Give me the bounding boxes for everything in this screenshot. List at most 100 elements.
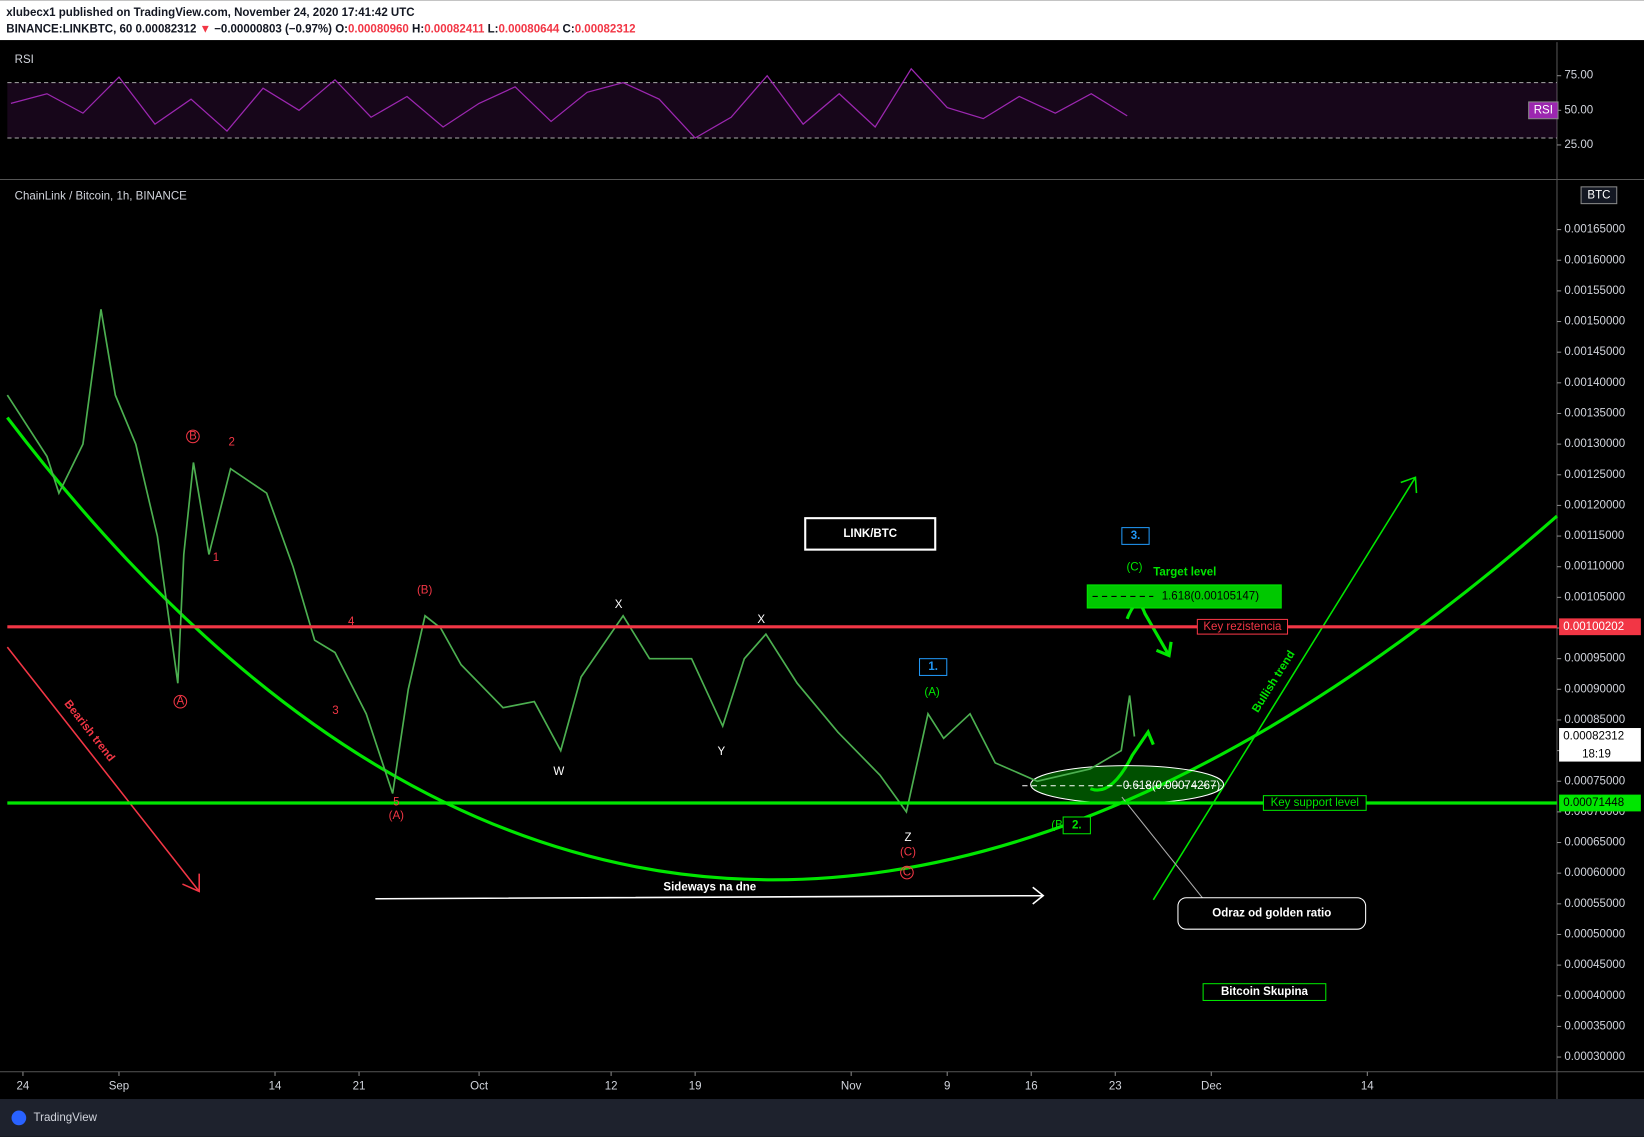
title-box	[804, 517, 937, 551]
quote-part: 0.00080644	[498, 24, 562, 36]
annotation: (C)	[900, 847, 916, 859]
annotation: X	[615, 599, 623, 611]
header-bar	[0, 0, 1644, 41]
level-price: 0.00071448	[1563, 797, 1624, 809]
annotation: LINK/BTC	[843, 528, 897, 540]
annotation: Bitcoin Skupina	[1221, 986, 1309, 998]
pane-title: ChainLink / Bitcoin, 1h, BINANCE	[15, 190, 187, 202]
callout-box	[1177, 897, 1367, 930]
y-tick-label: 0.00055000	[1564, 898, 1625, 910]
fib-label: 0.618(0.00074267)	[1123, 780, 1220, 792]
x-tick-label: Sep	[109, 1080, 129, 1092]
y-tick-label: 0.00130000	[1564, 438, 1625, 450]
annotation: Odraz od golden ratio	[1212, 907, 1331, 919]
y-tick-label: 0.00065000	[1564, 837, 1625, 849]
quote-part: −0.00000803 (−0.97%)	[214, 24, 335, 36]
circled-label	[186, 429, 200, 444]
label-box	[918, 658, 948, 676]
y-tick-label: 0.00035000	[1564, 1020, 1625, 1032]
annotation: (C)	[1126, 561, 1142, 573]
level-label-box	[1262, 795, 1367, 811]
quote-part: 0.00082312	[136, 24, 200, 36]
annotation: 5	[393, 796, 399, 808]
quote-part: L:	[488, 24, 499, 36]
y-tick-label: 0.00075000	[1564, 775, 1625, 787]
y-tick-label: 0.00090000	[1564, 683, 1625, 695]
price-line	[10, 67, 1128, 139]
quote-part: H:	[412, 24, 424, 36]
last-price: 0.00082312	[1563, 730, 1624, 742]
x-tick-label: 12	[605, 1080, 618, 1092]
last-price-badge	[1559, 728, 1641, 762]
annotation: Y	[718, 746, 726, 758]
quote-part: 0.00082312	[575, 24, 636, 36]
x-tick-label: 24	[17, 1080, 30, 1092]
x-tick-label: 9	[944, 1080, 950, 1092]
bearish-arrow	[6, 646, 200, 893]
x-tick-label: Nov	[841, 1080, 862, 1092]
y-tick-label: 75.00	[1564, 70, 1593, 82]
y-tick-label: 0.00135000	[1564, 408, 1625, 420]
target-box	[1086, 584, 1282, 609]
annotation: 4	[348, 616, 355, 628]
x-tick-label: 16	[1025, 1080, 1038, 1092]
y-tick-label: 0.00150000	[1564, 316, 1625, 328]
y-tick-label: 0.00125000	[1564, 469, 1625, 481]
axis-badge	[1528, 101, 1559, 120]
callout-pointer	[1121, 796, 1207, 903]
quote-part: C:	[563, 24, 575, 36]
label-box	[1202, 983, 1327, 1001]
y-tick-label: 0.00165000	[1564, 224, 1625, 236]
footer-bar	[0, 1099, 1644, 1137]
y-tick-label: 50.00	[1564, 104, 1593, 116]
footer-brand: TradingView	[34, 1112, 98, 1124]
annotation: X	[757, 614, 765, 626]
rsi-band	[7, 82, 1557, 139]
y-tick-label: 0.00110000	[1564, 561, 1624, 573]
quote-part: 0.00082411	[424, 24, 487, 36]
annotation: (B)	[417, 585, 433, 597]
x-tick-label: Oct	[470, 1080, 489, 1092]
annotation: Z	[904, 832, 911, 844]
footer-logo	[11, 1110, 27, 1126]
circled-label	[173, 694, 188, 709]
x-tick-label: 19	[689, 1080, 702, 1092]
y-tick-label: 25.00	[1564, 139, 1593, 151]
y-tick-label: 0.00120000	[1564, 499, 1625, 511]
x-tick-label: 14	[1361, 1080, 1374, 1092]
y-tick-label: 0.00050000	[1564, 929, 1625, 941]
annotation: 1	[213, 552, 219, 564]
axis-badge-label: BTC	[1587, 189, 1610, 201]
y-tick-label: 0.00145000	[1564, 346, 1625, 358]
label-box	[1062, 816, 1091, 835]
circled-label	[900, 865, 914, 880]
quote-part: O:	[335, 24, 348, 36]
y-tick-label: 0.00045000	[1564, 959, 1625, 971]
annotation: B	[189, 430, 197, 442]
x-tick-label: Dec	[1201, 1080, 1222, 1092]
y-tick-label: 0.00115000	[1564, 530, 1624, 542]
y-tick-label: 0.00095000	[1564, 653, 1625, 665]
x-tick-label: 21	[353, 1080, 366, 1092]
y-tick-label: 0.00060000	[1564, 867, 1625, 879]
y-tick-label: 0.00085000	[1564, 714, 1625, 726]
annotation: Sideways na dne	[663, 881, 756, 893]
level-label-box	[1196, 618, 1289, 635]
y-tick-label: 0.00105000	[1564, 591, 1625, 603]
level-price-badge	[1559, 794, 1641, 812]
annotation: 3.	[1131, 530, 1141, 542]
quote-part: 0.00080960	[348, 24, 412, 36]
level-label: Key support level	[1271, 797, 1359, 809]
y-tick-label: 0.00030000	[1564, 1051, 1625, 1063]
annotation: Target level	[1153, 567, 1216, 579]
pane-title: RSI	[15, 54, 34, 66]
level-price: 0.00100202	[1563, 621, 1624, 633]
annotation: 2	[229, 437, 235, 449]
annotation: 1.	[928, 661, 938, 673]
axis-badge	[1580, 186, 1618, 205]
price-line	[6, 309, 1136, 814]
bounce-arrow	[1089, 728, 1155, 792]
